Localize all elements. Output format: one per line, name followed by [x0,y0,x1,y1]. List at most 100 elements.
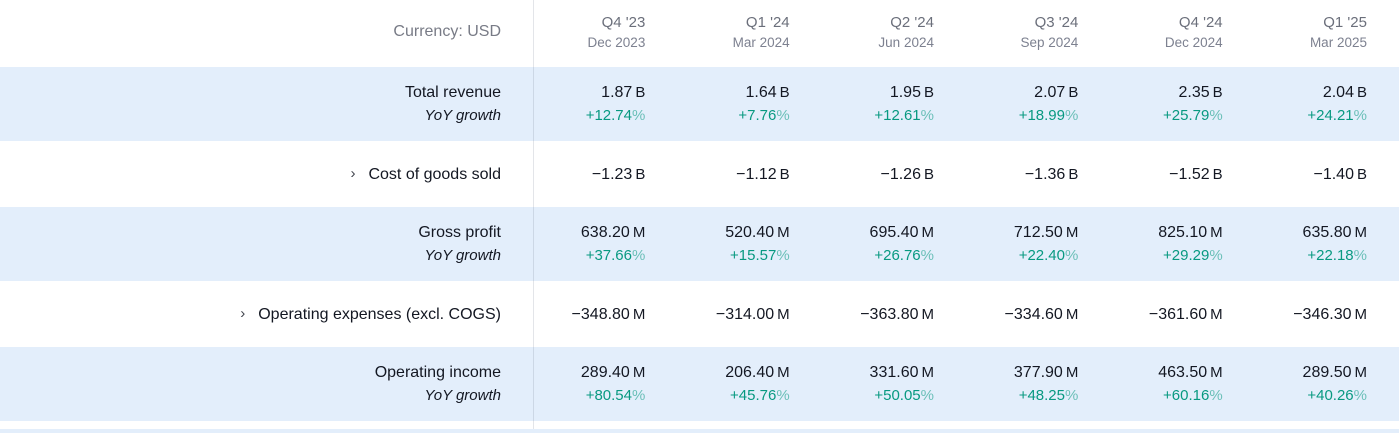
yoy-value: +18.99 [1018,107,1065,124]
column-date-label: Dec 2024 [1164,34,1223,50]
value-unit: M [921,305,934,323]
value-cell: −1.26 B [822,163,966,186]
value-unit: M [1210,305,1223,323]
yoy-percent-sign: % [776,107,790,124]
value-cell: 638.20 M +37.66% [533,221,677,267]
value: 1.87 [601,84,633,101]
value: 520.40 [725,224,775,241]
row-gross-profit: Gross profit YoY growth 638.20 M +37.66% 520.… [0,207,1399,281]
value-line: 289.40 M [533,361,645,384]
value-unit: M [632,305,646,323]
value-cell: −1.36 B [966,163,1110,186]
chevron-right-icon: › [240,304,246,322]
yoy-label-line: YoY growth [9,104,501,127]
value: 695.40 [869,224,919,241]
currency-label: Currency: USD [393,23,501,40]
yoy-line: +37.66% [533,244,646,267]
value: 289.50 [1302,364,1352,381]
row-label: Cost of goods sold [368,165,501,183]
value-cell: −1.23 B [533,163,677,186]
value-unit: B [1356,165,1367,183]
yoy-percent-sign: % [1064,387,1079,404]
value: −1.26 [880,165,921,183]
yoy-line: +12.74% [533,104,646,127]
row-operating-expenses-excl-cogs[interactable]: › Operating expenses (excl. COGS) −348.80 M… [0,284,1399,344]
row-label-cell: › Cost of goods sold [0,163,533,186]
value-unit: B [1212,84,1223,101]
value-cell: −346.30 M [1255,303,1399,326]
value-unit: B [779,84,790,101]
value: 463.50 [1158,364,1208,381]
value-line: −346.30 M [1255,303,1367,326]
yoy-value: +15.57 [730,247,777,264]
table-header-row: Currency: USD Q4 '23 Dec 2023 Q1 '24 Mar 20… [0,0,1399,64]
yoy-percent-sign: % [1353,387,1367,404]
yoy-value: +50.05 [874,387,921,404]
value-unit: M [1354,364,1367,381]
column-header: Q1 '24 Mar 2024 [677,13,821,52]
yoy-value: +29.29 [1163,247,1210,264]
value-line: 1.87 B [533,81,645,104]
yoy-value: +37.66 [585,247,632,264]
row-label: Operating income [374,364,501,381]
row-label-line: Gross profit [9,221,501,244]
yoy-percent-sign: % [776,247,790,264]
value-unit: B [1212,165,1223,183]
value-unit: B [1356,84,1367,101]
value: 712.50 [1013,224,1063,241]
value: −1.12 [736,165,777,183]
value-unit: B [923,165,934,183]
value-cell: −348.80 M [533,303,677,326]
value-unit: M [1210,224,1223,241]
value: 2.04 [1322,84,1354,101]
value-unit: M [1354,305,1367,323]
value-line: 1.64 B [677,81,790,104]
value: 825.10 [1158,224,1208,241]
value: 638.20 [580,224,630,241]
yoy-value: +60.16 [1163,387,1210,404]
yoy-value: +22.18 [1307,247,1354,264]
yoy-line: +24.21% [1255,104,1367,127]
value-unit: M [1065,224,1079,241]
yoy-percent-sign: % [631,107,646,124]
column-header: Q3 '24 Sep 2024 [966,13,1110,52]
value-unit: M [1354,224,1367,241]
chevron-right-icon: › [350,164,356,182]
value-cell: 520.40 M +15.57% [677,221,821,267]
value: 377.90 [1013,364,1063,381]
value-cell: −363.80 M [822,303,966,326]
value: −348.80 [571,305,630,323]
yoy-percent-sign: % [1353,107,1367,124]
column-quarter-label: Q2 '24 [890,13,934,31]
yoy-value: +24.21 [1307,107,1354,124]
value: −346.30 [1293,305,1352,323]
yoy-line: +15.57% [677,244,790,267]
value-unit: M [1065,305,1079,323]
value-cell: 289.50 M +40.26% [1255,361,1399,407]
yoy-line: +80.54% [533,384,646,407]
value-line: 695.40 M [822,221,934,244]
yoy-line: +40.26% [1255,384,1367,407]
yoy-value: +80.54 [585,387,632,404]
value-line: 1.95 B [822,81,934,104]
value-cell: −1.52 B [1110,163,1254,186]
value-cell: 1.64 B +7.76% [677,81,821,127]
yoy-line: +48.25% [966,384,1079,407]
yoy-line: +22.40% [966,244,1079,267]
row-label-cell: Gross profit YoY growth [0,221,533,267]
value: −334.60 [1004,305,1063,323]
value-line: −1.40 B [1255,163,1367,186]
column-quarter-label: Q1 '25 [1323,13,1367,31]
value-cell: 463.50 M +60.16% [1110,361,1254,407]
yoy-line: +26.76% [822,244,934,267]
yoy-line: +7.76% [677,104,789,127]
column-quarter-label: Q3 '24 [1034,13,1079,31]
value-line: −363.80 M [822,303,934,326]
value: 1.95 [889,84,921,101]
row-cost-of-goods-sold[interactable]: › Cost of goods sold −1.23 B −1.12 B −1.26 B −1.… [0,144,1399,204]
yoy-value: +12.74 [585,107,632,124]
yoy-label-line: YoY growth [9,244,501,267]
value: 289.40 [580,364,630,381]
value-line: 712.50 M [966,221,1078,244]
